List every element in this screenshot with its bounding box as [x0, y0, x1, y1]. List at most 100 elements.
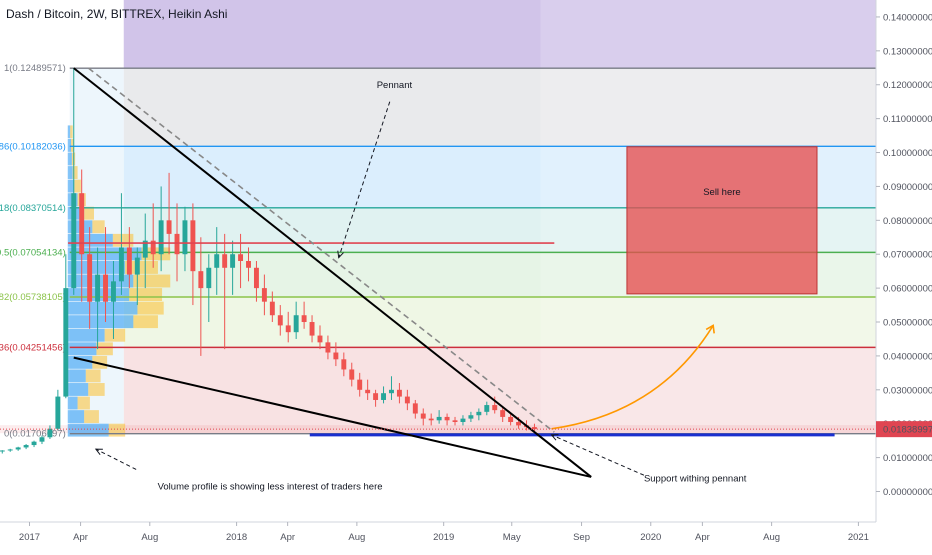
time-tick-label: Aug — [348, 532, 365, 543]
pennant-lower-line[interactable] — [73, 356, 592, 478]
candle-body — [301, 315, 307, 323]
fib-level-label: 0.5(0.07054134) — [0, 247, 66, 258]
candle-body — [468, 415, 474, 419]
candle-body — [15, 447, 21, 450]
candle-body — [277, 315, 283, 326]
annotation-text: Support withing pennant — [644, 473, 747, 484]
candle-body — [444, 416, 450, 421]
time-tick-label: Sep — [573, 532, 590, 543]
volume-profile-up-bar — [67, 369, 86, 383]
candle-body — [365, 389, 371, 394]
candle-body — [325, 342, 331, 353]
annotation-arrow-head — [550, 434, 559, 441]
candle-body — [39, 437, 45, 442]
extension-zone — [123, 0, 877, 69]
sell-zone-label: Sell here — [703, 187, 741, 198]
candle-body — [174, 233, 180, 255]
candle-body — [428, 418, 434, 421]
volume-profile-up-bar — [67, 355, 93, 369]
price-tick-label: 0.11000000 — [883, 114, 932, 125]
candle-body — [55, 396, 61, 429]
volume-profile-down-bar — [92, 355, 108, 369]
dashed-trend-line[interactable] — [88, 67, 555, 433]
candle-body — [484, 405, 490, 412]
price-axis-bg — [876, 0, 932, 550]
volume-profile-down-bar — [112, 233, 134, 247]
candle-body — [269, 301, 275, 316]
volume-profile-down-bar — [84, 410, 99, 424]
candle-body — [214, 254, 220, 268]
annotation-arrow-head — [94, 448, 103, 455]
volume-profile-up-bar — [67, 152, 72, 166]
candle-body — [126, 247, 132, 275]
candle-body — [118, 247, 124, 282]
candle-body — [309, 322, 315, 336]
volume-profile-down-bar — [74, 179, 81, 193]
candle-body — [516, 422, 522, 426]
candle-body — [508, 416, 514, 423]
candle-body — [246, 261, 251, 268]
time-tick-label: 2020 — [640, 532, 661, 543]
price-tick-label: 0.00000000 — [883, 487, 932, 498]
price-tick-label: 0.05000000 — [883, 318, 932, 329]
annotation-arrow — [338, 101, 391, 258]
candles — [0, 68, 537, 454]
time-tick-label: 2017 — [19, 532, 40, 543]
candle-body — [452, 420, 458, 423]
price-tick-label: 0.12000000 — [883, 80, 932, 91]
candle-body — [404, 396, 410, 404]
current-price-badge[interactable] — [876, 421, 932, 438]
volume-profile-down-bar — [104, 328, 126, 342]
projection-arrow[interactable] — [551, 324, 714, 430]
volume-profile-down-bar — [70, 125, 73, 139]
fib-level-label: 0.382(0.05738105) — [0, 292, 66, 303]
price-tick-label: 0.07000000 — [883, 250, 932, 261]
candle-body — [293, 315, 299, 333]
time-axis-bg — [0, 522, 932, 550]
candle-body — [492, 405, 498, 411]
candle-body — [23, 445, 29, 448]
price-tick-label: 0.08000000 — [883, 216, 932, 227]
volume-profile-up-bar — [67, 342, 97, 356]
volume-profile-down-bar — [125, 261, 158, 274]
candle-body — [79, 193, 85, 255]
volume-profile-down-bar — [77, 396, 90, 410]
volume-profile-up-bar — [67, 328, 105, 342]
candle-body — [396, 389, 402, 397]
fib-level-label: 1(0.12489571) — [4, 63, 66, 74]
volume-profile-down-bar — [137, 301, 164, 315]
fib-zone — [123, 296, 877, 348]
current-price-label: 0.01838997 — [883, 425, 932, 436]
volume-profile-up-bar — [67, 166, 73, 179]
volume-profile-down-bar — [133, 274, 171, 288]
time-tick-label: May — [503, 532, 521, 543]
volume-profile-down-bar — [133, 315, 158, 329]
candle-body — [230, 254, 236, 268]
candle-body — [389, 389, 394, 394]
volume-profile-down-bar — [92, 220, 105, 234]
candle-body — [381, 393, 386, 400]
candle-body — [198, 271, 204, 289]
volume-profile-down-bar — [129, 288, 163, 301]
fib-level-label: 0.786(0.10182036) — [0, 141, 66, 152]
projection-arrow-head — [705, 324, 715, 334]
fib-level-label: 0(0.01706697) — [4, 429, 66, 440]
volume-profile-down-bar — [72, 166, 78, 179]
time-tick-label: Apr — [695, 532, 710, 543]
candle-body — [333, 352, 339, 360]
candle-body — [87, 254, 93, 302]
time-tick-label: Aug — [141, 532, 158, 543]
candle-body — [134, 257, 140, 275]
annotation-text: Volume profile is showing less interest … — [158, 481, 383, 492]
candle-body — [71, 193, 77, 289]
time-axis[interactable]: 2017 Apr Aug 2018 Apr Aug 2019 May Sep 2020 Apr Aug… — [0, 521, 932, 550]
sell-zone-box[interactable] — [626, 146, 818, 295]
pennant-upper-line[interactable] — [73, 67, 592, 478]
candle-body — [142, 240, 148, 258]
chart-title: Dash / Bitcoin, 2W, BITTREX, Heikin Ashi — [6, 7, 227, 21]
candle-body — [182, 220, 188, 255]
candle-body — [341, 359, 347, 370]
